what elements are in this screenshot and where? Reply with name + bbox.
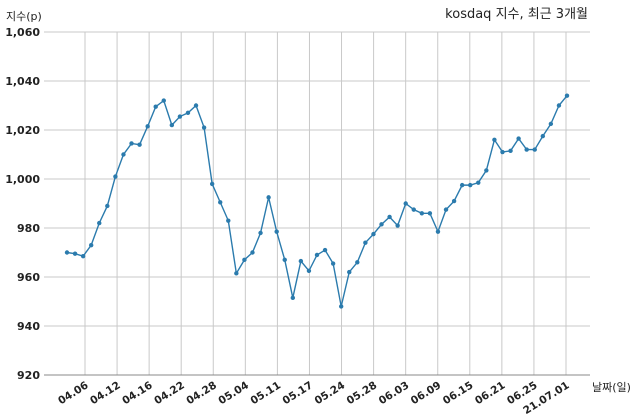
data-point xyxy=(88,242,94,248)
data-point xyxy=(500,149,505,155)
data-point xyxy=(387,214,392,220)
data-point xyxy=(435,229,441,234)
data-point xyxy=(64,250,70,255)
grid-lines xyxy=(44,31,590,376)
series-line xyxy=(66,95,568,307)
data-point xyxy=(330,261,336,266)
data-point xyxy=(137,142,142,147)
data-point xyxy=(516,136,521,141)
y-tick-label: 980 xyxy=(17,222,40,235)
data-point xyxy=(218,200,223,205)
data-point xyxy=(322,247,328,253)
data-point xyxy=(258,230,263,236)
data-point xyxy=(234,271,239,276)
data-point xyxy=(443,207,449,212)
data-point xyxy=(97,220,102,226)
x-tick-label: 05.24 xyxy=(313,379,348,407)
x-tick-label: 06.15 xyxy=(441,379,476,407)
data-point xyxy=(266,195,271,200)
x-tick-labels: 04.0604.1204.1604.2204.2805.0405.1105.17… xyxy=(56,379,572,417)
data-point xyxy=(274,229,279,234)
data-point xyxy=(298,258,304,264)
x-tick-label: 05.28 xyxy=(345,379,380,407)
data-point xyxy=(564,93,570,98)
data-point xyxy=(371,231,376,237)
y-tick-label: 920 xyxy=(17,369,40,382)
data-point xyxy=(201,125,207,130)
y-tick-label: 1,020 xyxy=(5,124,40,137)
data-point xyxy=(314,252,320,258)
data-point xyxy=(484,168,489,173)
data-point xyxy=(193,103,199,108)
data-point xyxy=(411,207,416,212)
data-point xyxy=(524,147,529,152)
y-tick-label: 1,060 xyxy=(5,26,40,39)
data-point xyxy=(242,257,247,263)
data-point xyxy=(548,121,554,127)
data-point xyxy=(508,148,513,154)
series xyxy=(66,95,568,307)
chart-title: kosdaq 지수, 최근 3개월 xyxy=(445,7,588,22)
data-point xyxy=(363,240,368,245)
data-point xyxy=(72,251,78,256)
data-point xyxy=(427,211,433,216)
data-point xyxy=(185,110,191,116)
data-point xyxy=(347,269,352,275)
data-point xyxy=(209,181,215,187)
data-point xyxy=(338,304,344,309)
x-tick-label: 04.28 xyxy=(184,379,219,407)
data-point xyxy=(468,182,473,188)
x-tick-label: 06.03 xyxy=(377,379,412,407)
data-point xyxy=(451,198,457,204)
y-tick-label: 960 xyxy=(17,271,40,284)
y-tick-label: 1,000 xyxy=(5,173,40,186)
data-point xyxy=(105,203,110,209)
data-point xyxy=(177,114,183,119)
data-point xyxy=(306,268,312,274)
data-point xyxy=(282,257,287,263)
data-point xyxy=(419,211,425,216)
data-point xyxy=(532,147,537,152)
data-point xyxy=(476,180,481,185)
data-point xyxy=(290,295,296,301)
data-point xyxy=(540,133,546,139)
y-tick-labels: 920 940 960 980 1,000 1,020 1,040 1,060 xyxy=(5,26,40,382)
x-tick-label: 06.09 xyxy=(409,379,444,407)
data-point xyxy=(129,141,134,146)
x-tick-label: 04.12 xyxy=(88,379,123,407)
data-point xyxy=(492,137,497,142)
data-points xyxy=(64,93,570,309)
data-point xyxy=(161,98,166,103)
x-axis-label: 날짜(일) xyxy=(592,380,631,394)
data-point xyxy=(169,122,175,128)
data-point xyxy=(121,152,126,157)
x-tick-label: 04.22 xyxy=(152,379,187,407)
data-point xyxy=(379,222,384,227)
x-tick-label: 05.04 xyxy=(216,379,251,407)
data-point xyxy=(113,174,118,179)
data-point xyxy=(250,250,255,255)
y-axis-label: 지수(p) xyxy=(6,10,42,23)
y-tick-label: 1,040 xyxy=(5,75,40,88)
data-point xyxy=(395,223,400,228)
data-point xyxy=(226,218,231,223)
data-point xyxy=(459,182,465,188)
x-tick-label: 06.21 xyxy=(473,379,508,407)
y-tick-label: 940 xyxy=(17,320,40,333)
x-tick-label: 04.06 xyxy=(56,379,91,407)
data-point xyxy=(153,104,158,109)
data-point xyxy=(145,124,150,129)
data-point xyxy=(355,260,360,265)
x-tick-label: 05.11 xyxy=(248,379,283,407)
data-point xyxy=(403,201,408,206)
data-point xyxy=(556,103,562,108)
x-tick-label: 05.17 xyxy=(281,379,316,407)
data-point xyxy=(80,253,86,259)
x-tick-label: 04.16 xyxy=(120,379,155,407)
